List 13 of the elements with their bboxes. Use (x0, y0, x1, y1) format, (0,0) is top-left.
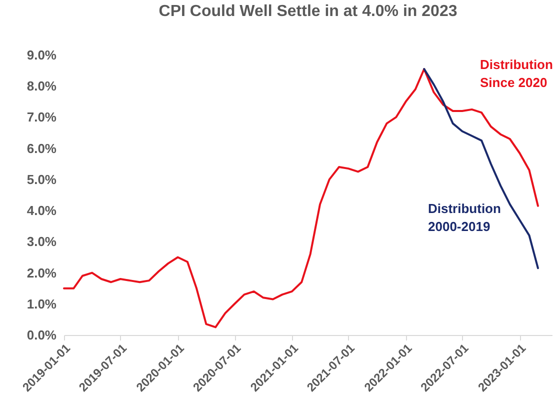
y-tick-label: 4.0% (26, 203, 57, 218)
y-tick-label: 3.0% (26, 234, 57, 250)
y-tick-label: 2.0% (26, 265, 57, 280)
y-tick-label: 0.0% (26, 328, 57, 342)
y-tick-label: 6.0% (26, 140, 57, 156)
y-tick-label: 9.0% (26, 48, 57, 62)
y-tick-label: 7.0% (26, 110, 57, 125)
y-tick-label: 1.0% (26, 296, 57, 312)
y-tick-label: 8.0% (26, 78, 57, 94)
series-label: Distribution Since 2020 (480, 57, 553, 90)
y-tick-label: 5.0% (26, 172, 57, 187)
chart-title: CPI Could Well Settle in at 4.0% in 2023 (158, 3, 458, 20)
series-label: Distribution 2000-2019 (428, 201, 501, 234)
